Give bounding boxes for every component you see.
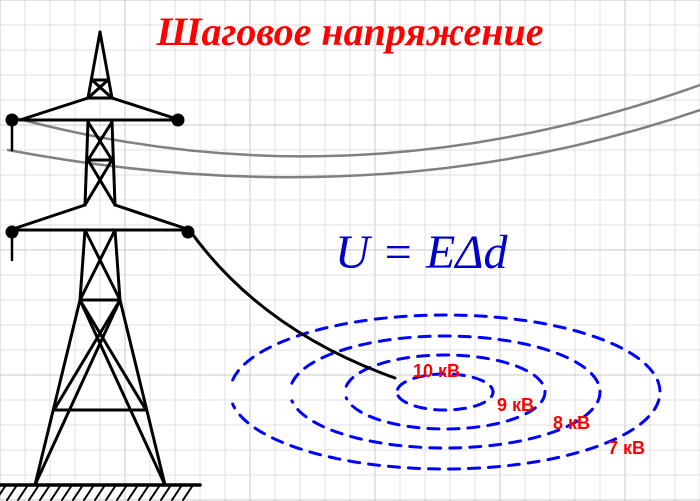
formula-text: U = EΔd	[335, 225, 508, 280]
voltage-ring	[233, 315, 660, 469]
ring-label: 7 кВ	[608, 438, 645, 459]
voltage-rings	[233, 315, 660, 469]
diagram-title: Шаговое напряжение	[0, 8, 700, 55]
ring-label: 9 кВ	[497, 395, 534, 416]
ring-label: 8 кВ	[553, 413, 590, 434]
diagram-canvas: Шаговое напряжение U = EΔd 10 кВ 9 кВ 8 кВ…	[0, 0, 700, 501]
ring-label: 10 кВ	[413, 361, 460, 382]
